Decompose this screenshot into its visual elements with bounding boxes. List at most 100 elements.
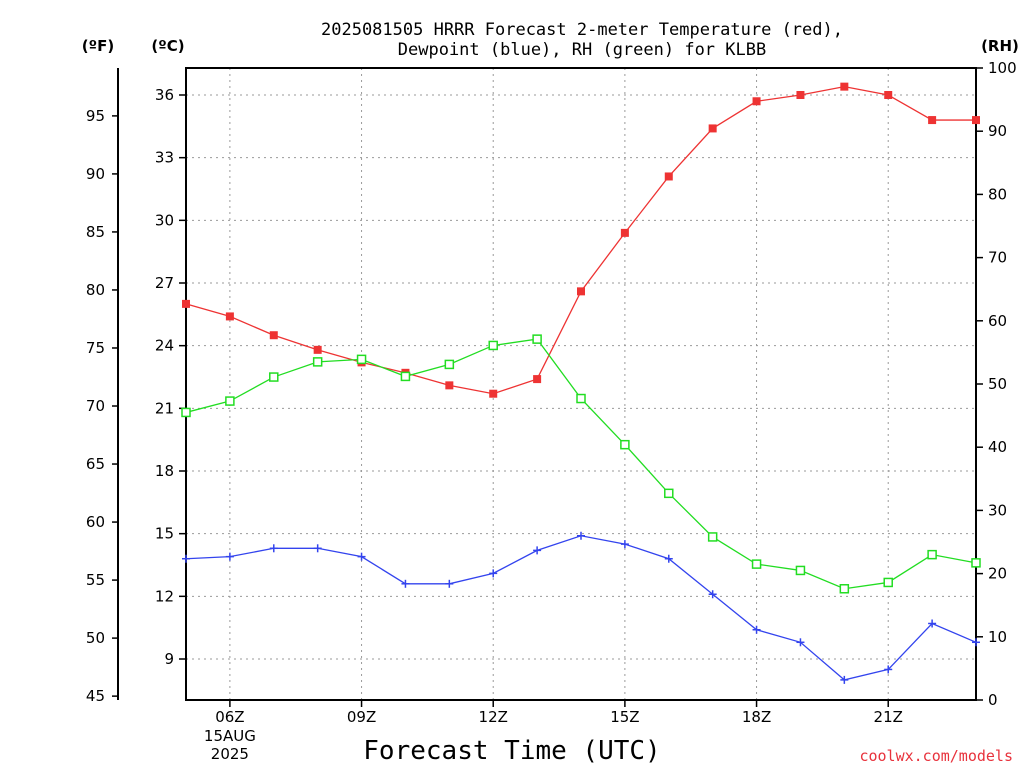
dewpoint-point (225, 552, 234, 561)
celsius-tick-label: 30 (155, 211, 174, 229)
temperature-point (489, 389, 498, 398)
celsius-tick-label: 36 (155, 86, 174, 104)
series-line-temperature (185, 85, 976, 395)
celsius-tick-label: 9 (164, 650, 174, 668)
x-tick-label: 12Z (479, 708, 508, 726)
x-tick-label: 09Z (347, 708, 376, 726)
dewpoint-point (269, 544, 278, 553)
rh-point (444, 359, 455, 370)
dewpoint-point (752, 625, 761, 634)
series-dewpoint (182, 531, 980, 684)
chart-title-line1: 2025081505 HRRR Forecast 2-meter Tempera… (321, 20, 843, 40)
rh-point (927, 549, 937, 560)
temperature-point (182, 299, 190, 308)
dewpoint-point (313, 544, 322, 553)
series-temperature (182, 82, 980, 398)
rh-point (269, 372, 279, 382)
rh-unit-label: (RH) (981, 37, 1019, 55)
rh-point (356, 354, 367, 365)
dewpoint-point (972, 638, 980, 647)
dewpoint-point (928, 619, 937, 628)
dewpoint-point (357, 552, 366, 561)
series-line-dewpoint (185, 535, 977, 681)
rh-point (795, 565, 806, 576)
fahrenheit-tick-label: 50 (86, 629, 105, 647)
axes (117, 67, 977, 701)
dewpoint-point (796, 638, 805, 647)
x-tick-label: 06Z (215, 708, 244, 726)
temperature-point (972, 116, 980, 125)
rh-tick-label: 50 (988, 375, 1007, 393)
dewpoint-point (401, 579, 410, 588)
fahrenheit-tick-label: 70 (86, 397, 105, 415)
rh-tick-label: 80 (988, 185, 1007, 203)
x-tick-year: 2025 (211, 745, 249, 763)
rh-tick-label: 40 (988, 438, 1007, 456)
rh-tick-label: 30 (988, 501, 1007, 519)
temperature-point (269, 331, 278, 340)
temperature-point (840, 82, 849, 91)
temperature-point (225, 312, 234, 321)
temperature-point (752, 97, 761, 106)
rh-point (664, 488, 674, 499)
rh-point (225, 396, 235, 406)
celsius-tick-label: 12 (155, 587, 174, 605)
fahrenheit-unit-label: (ºF) (82, 37, 114, 55)
plot-frame (185, 67, 977, 701)
dewpoint-point (620, 540, 629, 549)
rh-tick-label: 10 (988, 628, 1007, 646)
credit-text: coolwx.com/models (859, 747, 1013, 765)
data-series (181, 82, 981, 684)
grid-lines (186, 68, 976, 700)
rh-point (883, 577, 893, 588)
rh-tick-label: 20 (988, 565, 1007, 583)
temperature-point (708, 124, 717, 133)
celsius-tick-label: 33 (155, 149, 174, 167)
dewpoint-point (489, 569, 498, 578)
rh-point (576, 393, 586, 404)
celsius-tick-label: 15 (155, 525, 174, 543)
rh-point (751, 559, 762, 569)
rh-tick-label: 0 (988, 691, 998, 709)
rh-tick-label: 70 (988, 249, 1007, 267)
dewpoint-point (445, 579, 454, 588)
fahrenheit-tick-label: 85 (86, 223, 105, 241)
temperature-point (796, 91, 805, 99)
rh-point (488, 340, 498, 351)
celsius-tick-label: 18 (155, 462, 174, 480)
x-axis-label: Forecast Time (UTC) (363, 736, 660, 766)
celsius-tick-label: 27 (155, 274, 174, 292)
series-line-rh (185, 338, 977, 590)
celsius-unit-label: (ºC) (151, 37, 184, 55)
celsius-tick-label: 24 (155, 337, 174, 355)
x-tick-label: 21Z (874, 708, 903, 726)
chart-title-line2: Dewpoint (blue), RH (green) for KLBB (398, 40, 766, 60)
fahrenheit-tick-label: 75 (86, 339, 105, 357)
fahrenheit-tick-label: 80 (86, 281, 105, 299)
rh-point (312, 357, 323, 367)
temperature-point (533, 375, 542, 384)
x-tick-date: 15AUG (204, 727, 256, 745)
fahrenheit-tick-label: 45 (86, 687, 105, 705)
fahrenheit-tick-label: 95 (86, 107, 105, 125)
x-tick-label: 18Z (742, 708, 771, 726)
fahrenheit-tick-label: 90 (86, 165, 105, 183)
fahrenheit-tick-label: 60 (86, 513, 105, 531)
rh-point (181, 407, 191, 418)
dewpoint-point (884, 665, 893, 674)
rh-point (532, 334, 542, 344)
dewpoint-point (840, 675, 849, 684)
fahrenheit-tick-label: 55 (86, 571, 105, 589)
temperature-point (577, 287, 585, 296)
dewpoint-point (664, 554, 673, 563)
fahrenheit-tick-label: 65 (86, 455, 105, 473)
series-rh (181, 334, 981, 594)
temperature-point (445, 381, 454, 390)
dewpoint-point (577, 531, 585, 540)
temperature-point (620, 228, 629, 237)
temperature-point (664, 172, 673, 181)
celsius-tick-label: 21 (155, 399, 174, 417)
x-tick-label: 15Z (610, 708, 639, 726)
rh-point (971, 558, 981, 568)
